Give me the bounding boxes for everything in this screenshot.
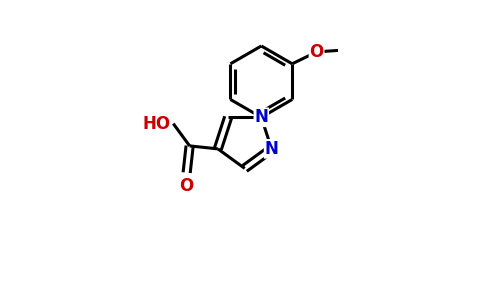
Text: N: N [265, 140, 278, 158]
Text: O: O [309, 43, 324, 61]
Text: HO: HO [142, 115, 170, 133]
Text: O: O [180, 177, 194, 195]
Text: N: N [255, 108, 268, 126]
